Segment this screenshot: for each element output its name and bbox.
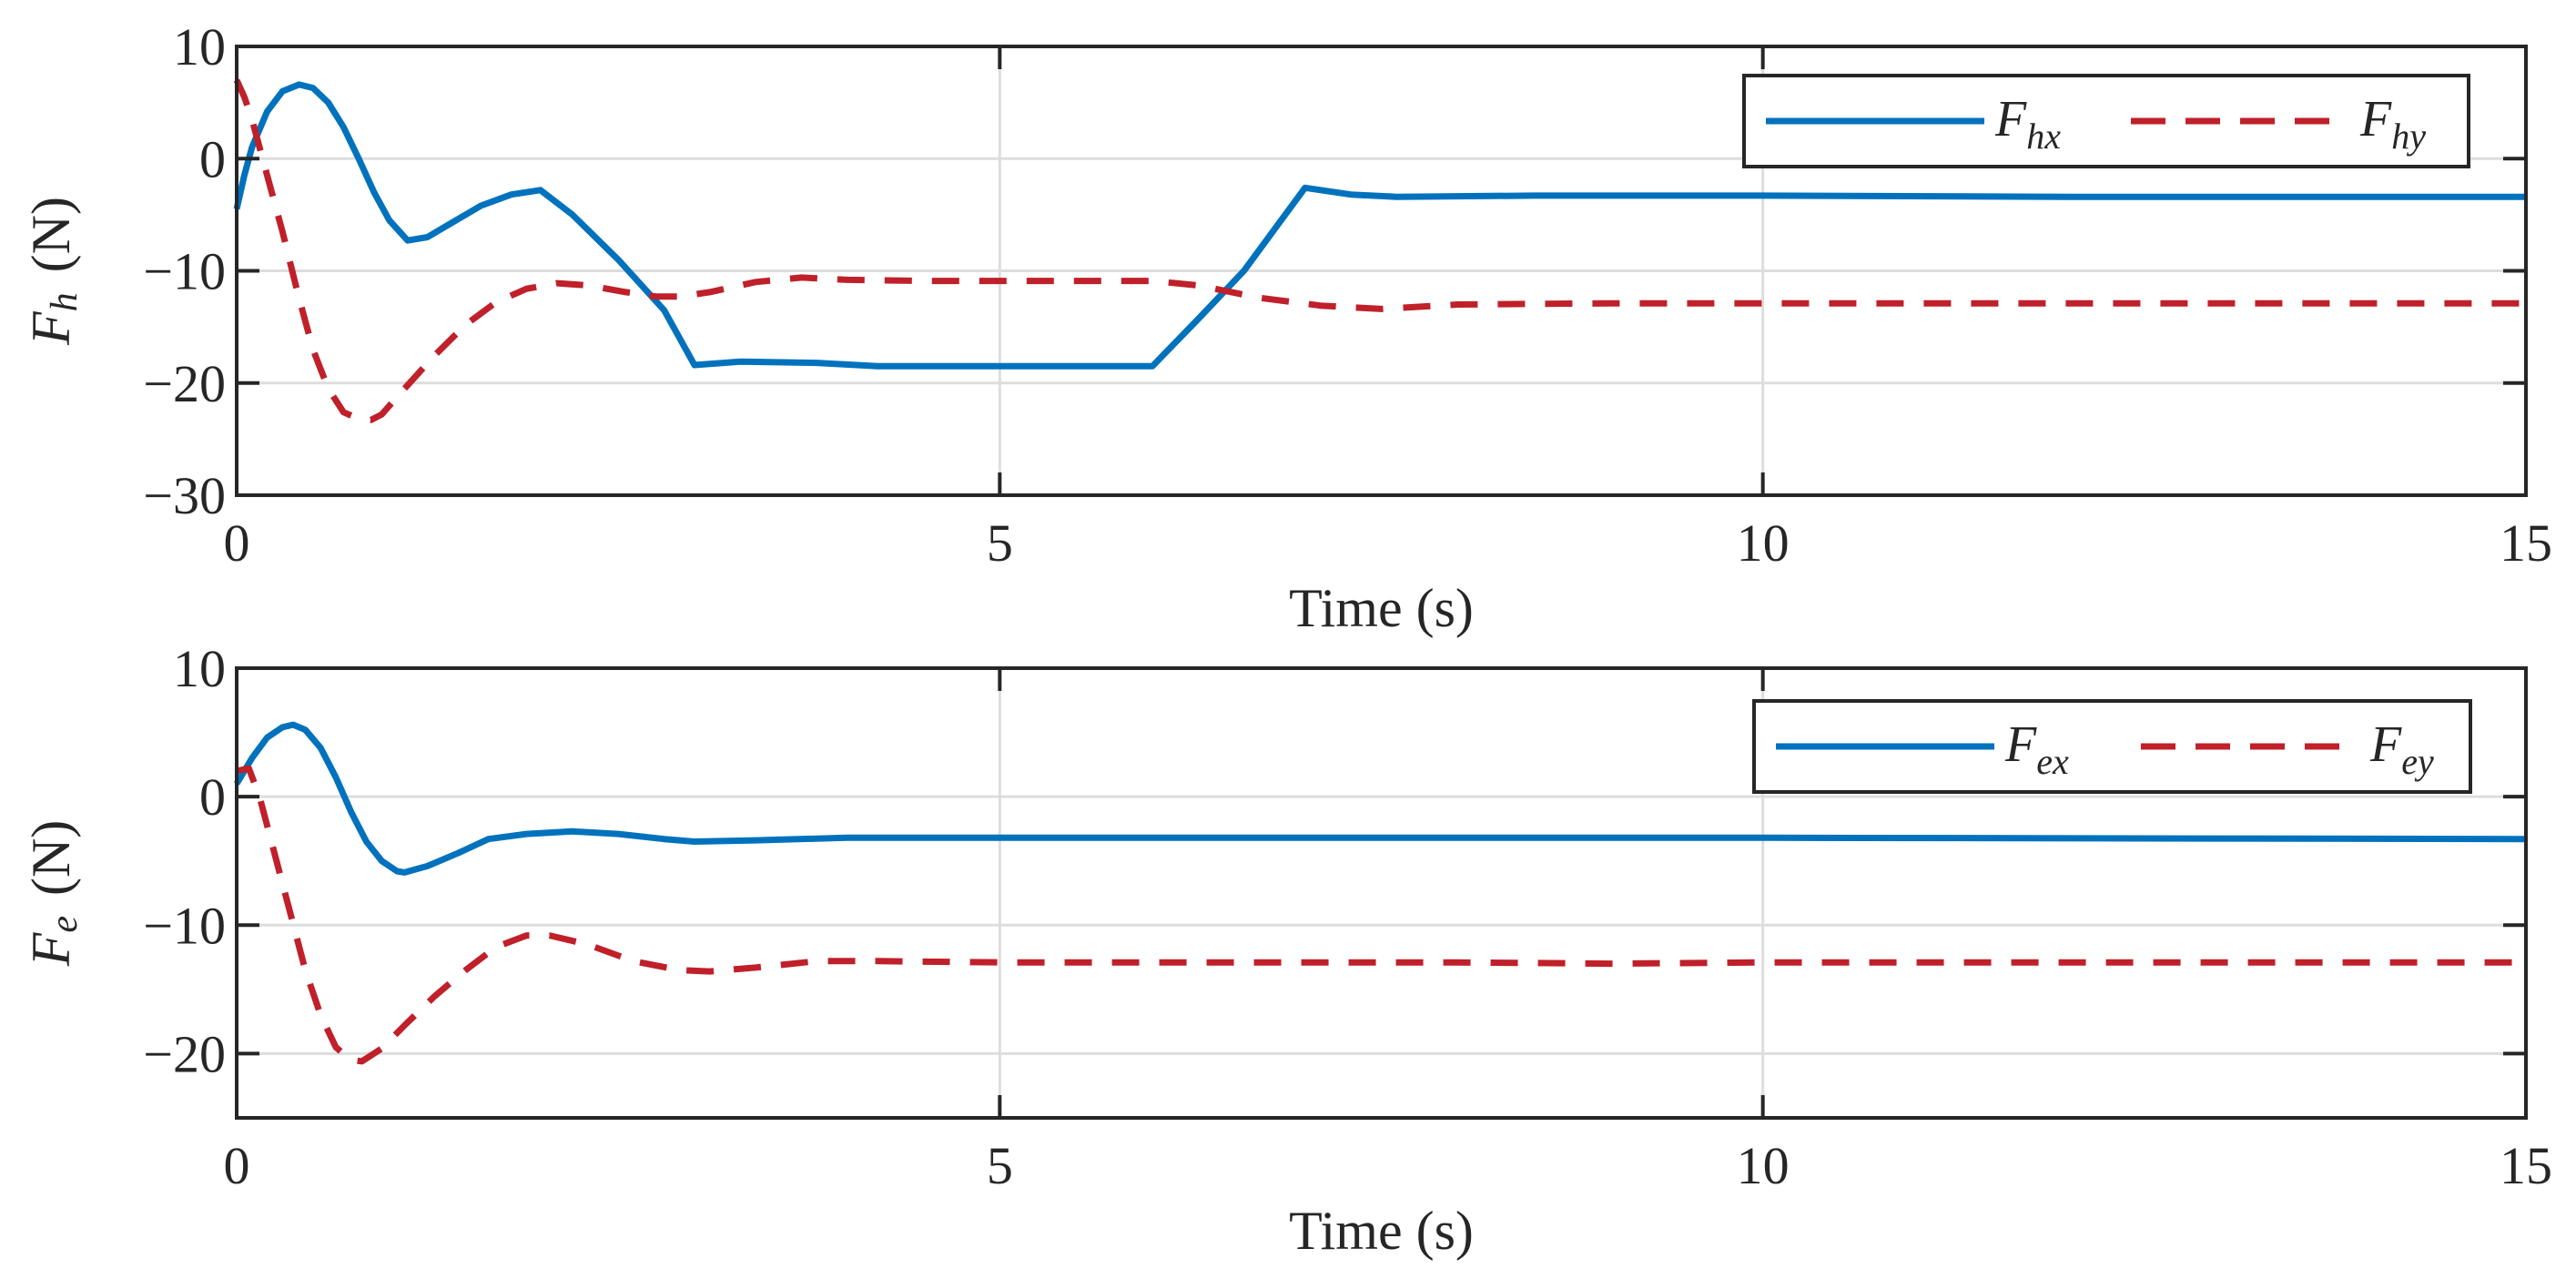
x-axis-label: Time (s) <box>1289 578 1474 638</box>
x-tick-labels: 0 5 10 15 <box>224 513 2553 573</box>
plot-lines <box>233 78 2526 423</box>
y-tick-label: −10 <box>143 242 226 301</box>
legend-label-fhy: Fhy <box>2359 91 2426 157</box>
grid-lines <box>237 668 2526 1118</box>
y-tick-labels: −20 −10 0 10 <box>143 639 226 1083</box>
axes-frame <box>235 666 2528 1120</box>
x-tick-label: 10 <box>1737 1136 1790 1195</box>
x-tick-label: 0 <box>224 513 250 573</box>
x-tick-label: 15 <box>2500 513 2552 573</box>
legend-label-fex: Fex <box>2004 716 2069 782</box>
legend: Fhx Fhy <box>1742 74 2470 168</box>
y-tick-label: −20 <box>143 354 226 413</box>
y-tick-label: 10 <box>173 17 226 76</box>
subplot-fh: 0 5 10 15 −30 −20 −10 0 10 Time (s) Fh(N) Fhx F… <box>21 17 2552 638</box>
y-tick-label: −20 <box>143 1024 226 1083</box>
y-tick-label: 10 <box>173 639 226 698</box>
x-tick-label: 10 <box>1737 513 1790 573</box>
legend: Fex Fey <box>1752 699 2472 794</box>
y-tick-label: −30 <box>143 466 226 525</box>
x-tick-label: 5 <box>987 1136 1013 1195</box>
y-tick-labels: −30 −20 −10 0 10 <box>143 17 226 525</box>
subplot-fe: 0 5 10 15 −20 −10 0 10 Time (s) Fe(N) Fex Fey <box>21 639 2552 1261</box>
series-line-fex <box>233 721 2527 876</box>
x-tick-label: 5 <box>987 513 1013 573</box>
plot-lines <box>233 721 2527 1065</box>
legend-label-fey: Fey <box>2369 716 2434 782</box>
y-tick-label: 0 <box>199 129 226 188</box>
series-line-fhx <box>233 81 2526 370</box>
series-line-fey <box>236 765 2526 1065</box>
x-tick-label: 0 <box>224 1136 250 1195</box>
x-axis-label: Time (s) <box>1289 1201 1474 1261</box>
x-tick-labels: 0 5 10 15 <box>224 1136 2553 1195</box>
tick-marks <box>237 668 2526 1118</box>
legend-label-fhx: Fhx <box>1994 91 2061 157</box>
x-tick-label: 15 <box>2500 1136 2552 1195</box>
y-tick-label: 0 <box>199 767 226 827</box>
y-axis-label: Fe(N) <box>21 820 86 968</box>
tick-marks <box>237 46 2526 495</box>
y-axis-label: Fh(N) <box>21 197 86 346</box>
y-tick-label: −10 <box>143 896 226 955</box>
